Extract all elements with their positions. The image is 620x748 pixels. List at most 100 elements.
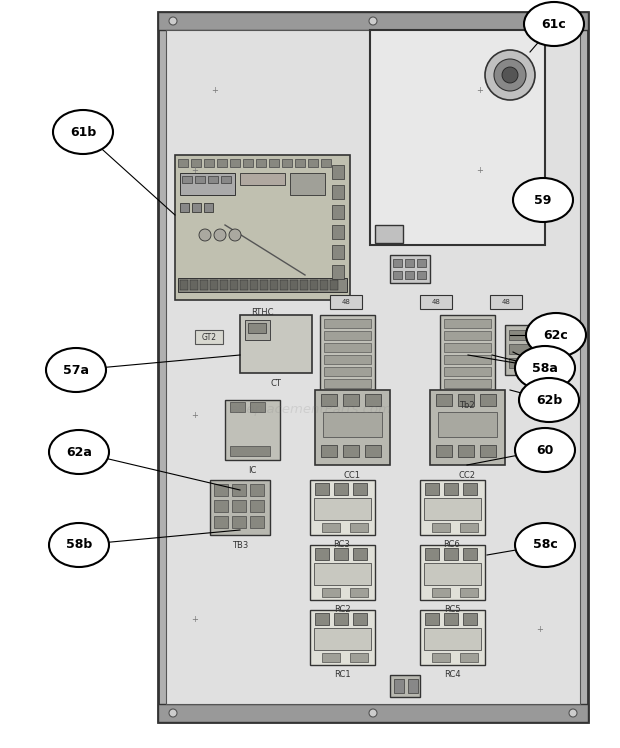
Bar — [444, 379, 491, 388]
Bar — [393, 271, 402, 279]
Ellipse shape — [526, 313, 586, 357]
Bar — [250, 500, 264, 512]
Bar — [320, 315, 375, 395]
Bar — [269, 159, 279, 167]
Bar — [405, 259, 414, 267]
Bar — [430, 390, 505, 465]
Bar — [463, 483, 477, 495]
Bar — [424, 628, 481, 650]
Bar — [425, 548, 439, 560]
Text: 57a: 57a — [63, 364, 89, 376]
Bar — [230, 159, 240, 167]
Bar — [390, 255, 430, 283]
Bar — [175, 155, 350, 300]
Text: RC5: RC5 — [444, 605, 460, 614]
Text: 58c: 58c — [533, 539, 557, 551]
Text: +: + — [192, 616, 198, 625]
Text: Tb2: Tb2 — [459, 401, 475, 410]
Bar — [315, 483, 329, 495]
Text: 62b: 62b — [536, 393, 562, 406]
Bar — [444, 355, 491, 364]
Circle shape — [485, 50, 535, 100]
Text: CT: CT — [270, 379, 281, 388]
Bar — [343, 445, 359, 457]
Bar — [444, 319, 491, 328]
Bar — [158, 704, 588, 722]
Bar — [230, 446, 270, 456]
Circle shape — [569, 709, 577, 717]
Circle shape — [569, 17, 577, 25]
Bar — [322, 653, 340, 662]
Circle shape — [502, 67, 518, 83]
Bar — [332, 185, 344, 199]
Bar — [180, 280, 188, 290]
Text: 48: 48 — [432, 299, 440, 305]
Bar — [436, 394, 452, 406]
Text: RC2: RC2 — [334, 605, 350, 614]
Bar — [180, 173, 235, 195]
Bar — [332, 225, 344, 239]
Ellipse shape — [49, 430, 109, 474]
Bar — [324, 379, 371, 388]
Bar — [310, 545, 375, 600]
Text: 48: 48 — [342, 299, 350, 305]
Bar — [290, 280, 298, 290]
Bar — [320, 280, 328, 290]
Bar — [221, 176, 231, 183]
Bar — [243, 159, 253, 167]
Text: 58b: 58b — [66, 539, 92, 551]
Bar — [424, 498, 481, 520]
Bar — [210, 280, 218, 290]
Text: +: + — [192, 165, 198, 174]
Bar — [321, 394, 337, 406]
Bar — [417, 271, 426, 279]
Bar — [290, 173, 325, 195]
Bar — [191, 159, 201, 167]
Bar — [260, 280, 268, 290]
Bar — [308, 159, 318, 167]
Bar — [460, 523, 478, 532]
Bar — [330, 295, 362, 309]
Bar — [353, 483, 367, 495]
Bar — [458, 394, 474, 406]
Bar — [210, 480, 270, 535]
Bar — [370, 30, 545, 245]
Bar — [310, 280, 318, 290]
Bar — [195, 176, 205, 183]
Bar — [232, 484, 246, 496]
Bar — [444, 331, 491, 340]
Text: RC3: RC3 — [334, 540, 350, 549]
Bar — [458, 445, 474, 457]
Bar — [417, 259, 426, 267]
Bar — [350, 653, 368, 662]
Bar — [322, 588, 340, 597]
Bar — [324, 343, 371, 352]
Bar — [353, 548, 367, 560]
Bar — [332, 165, 344, 179]
Bar — [245, 320, 270, 340]
Bar — [178, 159, 188, 167]
Ellipse shape — [513, 178, 573, 222]
Text: 61c: 61c — [542, 17, 567, 31]
Bar — [324, 331, 371, 340]
Bar — [505, 325, 543, 375]
Bar — [330, 280, 338, 290]
Bar — [375, 225, 403, 243]
Bar — [490, 295, 522, 309]
Bar — [509, 358, 539, 368]
Bar — [440, 315, 495, 395]
Bar — [405, 271, 414, 279]
Bar — [295, 159, 305, 167]
Text: RC6: RC6 — [444, 540, 461, 549]
Bar — [315, 390, 390, 465]
Bar — [509, 344, 539, 354]
Text: +: + — [477, 165, 484, 174]
Bar — [315, 548, 329, 560]
Bar — [250, 516, 264, 528]
Bar — [420, 480, 485, 535]
Bar — [214, 484, 228, 496]
Bar — [332, 245, 344, 259]
Bar — [314, 563, 371, 585]
Bar — [334, 548, 348, 560]
Bar — [300, 280, 308, 290]
